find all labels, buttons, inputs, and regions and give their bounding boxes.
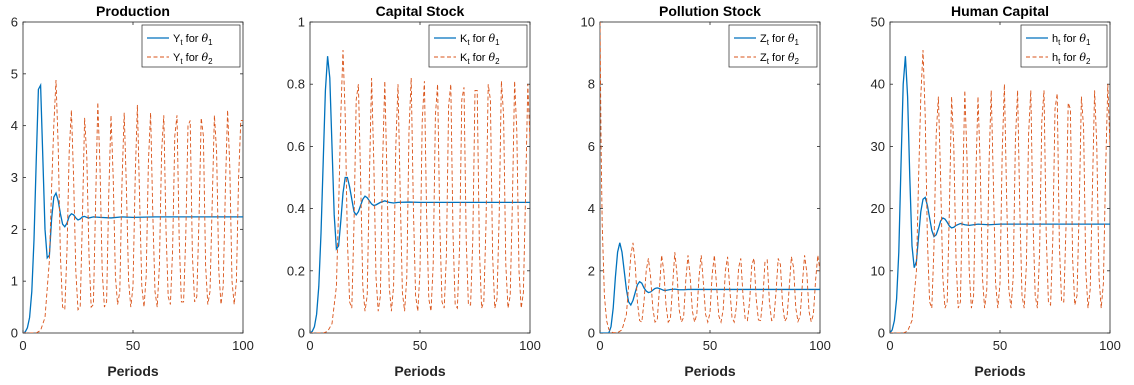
chart-title: Production bbox=[96, 3, 170, 19]
legend-label-1: Yt for θ1 bbox=[173, 32, 213, 47]
x-tick-label: 0 bbox=[19, 338, 26, 353]
x-tick-label: 50 bbox=[413, 338, 427, 353]
y-tick-label: 2 bbox=[11, 222, 18, 237]
y-tick-label: 40 bbox=[871, 77, 885, 92]
chart-title: Human Capital bbox=[951, 3, 1049, 19]
legend-label-2: Yt for θ2 bbox=[173, 51, 213, 66]
x-tick-label: 50 bbox=[126, 338, 140, 353]
axes-box bbox=[889, 21, 1111, 334]
y-tick-label: 0 bbox=[298, 326, 305, 341]
y-tick-label: 1 bbox=[298, 15, 305, 30]
y-tick-label: 30 bbox=[871, 139, 885, 154]
x-tick-label: 100 bbox=[1099, 338, 1121, 353]
y-tick-label: 0 bbox=[588, 326, 595, 341]
series-line-1 bbox=[310, 56, 530, 333]
chart-panel-4: Human Capital Periods 0 50 100 0 10 20 30 40 50 ht … bbox=[871, 3, 1121, 379]
legend-box bbox=[428, 24, 528, 68]
legend-label-1: ht for θ1 bbox=[1052, 32, 1091, 47]
x-tick-label: 100 bbox=[232, 338, 254, 353]
x-tick-label: 50 bbox=[703, 338, 717, 353]
y-tick-label: 10 bbox=[581, 15, 595, 30]
y-tick-label: 5 bbox=[11, 66, 18, 81]
x-tick-label: 100 bbox=[809, 338, 831, 353]
y-tick-label: 0.4 bbox=[287, 201, 305, 216]
y-tick-label: 0.6 bbox=[287, 139, 305, 154]
legend-box bbox=[728, 24, 818, 68]
x-axis-label: Periods bbox=[394, 363, 446, 379]
y-tick-label: 6 bbox=[588, 139, 595, 154]
series-line-1 bbox=[600, 242, 820, 333]
y-tick-label: 20 bbox=[871, 201, 885, 216]
series-line-2 bbox=[890, 49, 1110, 333]
legend-label-2: ht for θ2 bbox=[1052, 51, 1091, 66]
chart-panel-2: Capital Stock Periods 0 50 100 0 0.2 0.4 0.6 0.8 1… bbox=[287, 3, 541, 379]
y-tick-label: 1 bbox=[11, 274, 18, 289]
legend-label-1: Kt for θ1 bbox=[460, 32, 500, 47]
x-tick-label: 50 bbox=[993, 338, 1007, 353]
series-line-2 bbox=[600, 22, 820, 333]
legend-label-2: Kt for θ2 bbox=[460, 51, 500, 66]
y-tick-label: 4 bbox=[11, 118, 18, 133]
legend-label-1: Zt for θ1 bbox=[760, 32, 800, 47]
series-line-2 bbox=[310, 49, 530, 333]
series-line-2 bbox=[23, 80, 243, 333]
chart-title: Capital Stock bbox=[376, 3, 465, 19]
legend: ht for θ1 ht for θ2 bbox=[1020, 24, 1108, 68]
series-line-1 bbox=[23, 82, 243, 333]
x-tick-label: 0 bbox=[596, 338, 603, 353]
y-tick-label: 0 bbox=[11, 326, 18, 341]
y-tick-label: 0 bbox=[878, 326, 885, 341]
legend-box bbox=[1020, 24, 1108, 68]
y-tick-label: 10 bbox=[871, 263, 885, 278]
chart-panel-3: Pollution Stock Periods 0 50 100 0 2 4 6 8 10 Zt fo… bbox=[581, 3, 831, 379]
legend: Yt for θ1 Yt for θ2 bbox=[141, 24, 241, 68]
y-tick-label: 4 bbox=[588, 201, 595, 216]
x-tick-label: 0 bbox=[886, 338, 893, 353]
x-axis-label: Periods bbox=[107, 363, 159, 379]
axes-box bbox=[599, 21, 821, 334]
y-tick-label: 8 bbox=[588, 77, 595, 92]
x-tick-label: 100 bbox=[519, 338, 541, 353]
legend: Kt for θ1 Kt for θ2 bbox=[428, 24, 528, 68]
legend: Zt for θ1 Zt for θ2 bbox=[728, 24, 818, 68]
x-axis-label: Periods bbox=[974, 363, 1026, 379]
y-tick-label: 50 bbox=[871, 15, 885, 30]
chart-title: Pollution Stock bbox=[659, 3, 761, 19]
x-axis-label: Periods bbox=[684, 363, 736, 379]
y-tick-label: 0.8 bbox=[287, 77, 305, 92]
legend-box bbox=[141, 24, 241, 68]
y-tick-label: 2 bbox=[588, 263, 595, 278]
y-tick-label: 0.2 bbox=[287, 263, 305, 278]
x-tick-label: 0 bbox=[306, 338, 313, 353]
y-tick-label: 6 bbox=[11, 15, 18, 30]
legend-label-2: Zt for θ2 bbox=[760, 51, 800, 66]
y-tick-label: 3 bbox=[11, 170, 18, 185]
series-line-1 bbox=[890, 56, 1110, 333]
